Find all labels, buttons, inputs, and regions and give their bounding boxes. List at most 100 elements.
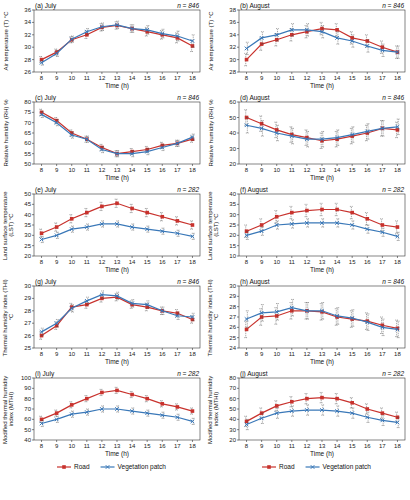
data-point (350, 211, 354, 215)
plot-frame (34, 194, 200, 256)
x-tick-label: 15 (349, 167, 356, 173)
data-point (365, 130, 369, 134)
x-tick-label: 13 (319, 443, 326, 449)
data-point (115, 23, 119, 27)
x-tick-label: 14 (129, 75, 136, 81)
y-tick (32, 59, 34, 60)
x-tick-label: 15 (144, 443, 151, 449)
x-tick-label: 18 (189, 75, 196, 81)
x-tick-label: 9 (260, 167, 264, 173)
x-tick (367, 164, 368, 166)
y-tick-label: 70 (229, 385, 236, 391)
y-tick-label: 70 (24, 406, 31, 412)
data-point (396, 235, 400, 239)
data-point (130, 409, 134, 413)
data-layer (39, 21, 195, 65)
data-point (260, 417, 264, 421)
y-tick (32, 225, 34, 226)
x-tick (86, 440, 87, 442)
x-tick (162, 440, 163, 442)
x-tick (132, 256, 133, 258)
x-axis-label: Time (h) (310, 174, 334, 182)
y-axis-label: Modified thermal humidity index (MTHI) (207, 374, 220, 444)
y-tick-label: 15 (229, 243, 236, 249)
x-tick-label: 13 (319, 351, 326, 357)
y-tick-label: 30 (24, 44, 31, 50)
legend-marker (267, 465, 271, 469)
x-tick-label: 18 (394, 75, 401, 81)
y-axis-label-line: Air temperature (T) °C (208, 11, 214, 71)
x-tick-label: 15 (349, 443, 356, 449)
data-point (305, 28, 309, 32)
y-tick (32, 164, 34, 165)
plot-frame (239, 102, 405, 164)
x-tick-label: 9 (55, 351, 59, 357)
data-point (365, 320, 369, 324)
x-tick-label: 10 (273, 75, 280, 81)
x-tick (147, 440, 148, 442)
x-tick (261, 440, 262, 442)
y-tick (237, 409, 239, 410)
plot-frame (239, 10, 405, 72)
data-point (320, 396, 324, 400)
data-point (335, 409, 339, 413)
y-tick (32, 204, 34, 205)
y-tick-label: 50 (24, 427, 31, 433)
x-tick (352, 256, 353, 258)
data-point (290, 222, 294, 226)
x-tick (117, 348, 118, 350)
panel-title: (e) July (35, 186, 57, 194)
data-point (275, 223, 279, 227)
x-tick (397, 164, 398, 166)
y-tick-label: 40 (229, 130, 236, 136)
y-tick (237, 148, 239, 149)
x-tick (322, 72, 323, 74)
data-point (260, 315, 264, 319)
y-tick (237, 47, 239, 48)
panel-title: (g) July (35, 278, 57, 286)
x-tick (56, 256, 57, 258)
data-point (350, 133, 354, 137)
data-point (55, 121, 59, 125)
data-point (176, 314, 180, 318)
x-tick (261, 72, 262, 74)
x-tick (86, 348, 87, 350)
x-tick-label: 15 (144, 351, 151, 357)
y-tick (237, 256, 239, 257)
x-tick-label: 14 (334, 443, 341, 449)
panel: (a) Julyn = 8468910111213141516171826283… (3, 2, 200, 91)
x-tick-label: 12 (304, 75, 311, 81)
data-point (100, 25, 104, 29)
data-point (365, 44, 369, 48)
legend-marker (106, 465, 110, 469)
panel-title: (b) August (240, 2, 270, 10)
x-tick (382, 348, 383, 350)
y-tick (237, 296, 239, 297)
data-layer (39, 291, 195, 339)
y-tick-label: 90 (24, 385, 31, 391)
data-point (381, 49, 385, 53)
y-tick-label: 60 (24, 416, 31, 422)
x-tick-label: 11 (84, 167, 91, 173)
panel: (i) Julyn = 2828910111213141516171840506… (2, 370, 200, 472)
x-tick (322, 348, 323, 350)
panel: (f) Augustn = 28289101112131415161718101… (207, 186, 405, 275)
y-tick-label: 40 (24, 437, 31, 443)
data-point (396, 125, 400, 129)
x-tick-label: 18 (189, 259, 196, 265)
data-point (381, 326, 385, 330)
data-layer (39, 199, 195, 242)
data-point (191, 235, 195, 239)
x-tick-label: 13 (319, 167, 326, 173)
panel-title: (h) August (240, 278, 270, 286)
data-point (100, 205, 104, 209)
data-point (350, 316, 354, 320)
x-tick-label: 9 (55, 167, 59, 173)
data-point (191, 420, 195, 424)
data-point (160, 309, 164, 313)
x-axis-label: Time (h) (310, 266, 334, 274)
data-point (145, 303, 149, 307)
x-tick-label: 16 (364, 75, 371, 81)
data-point (100, 391, 104, 395)
data-point (115, 294, 119, 298)
